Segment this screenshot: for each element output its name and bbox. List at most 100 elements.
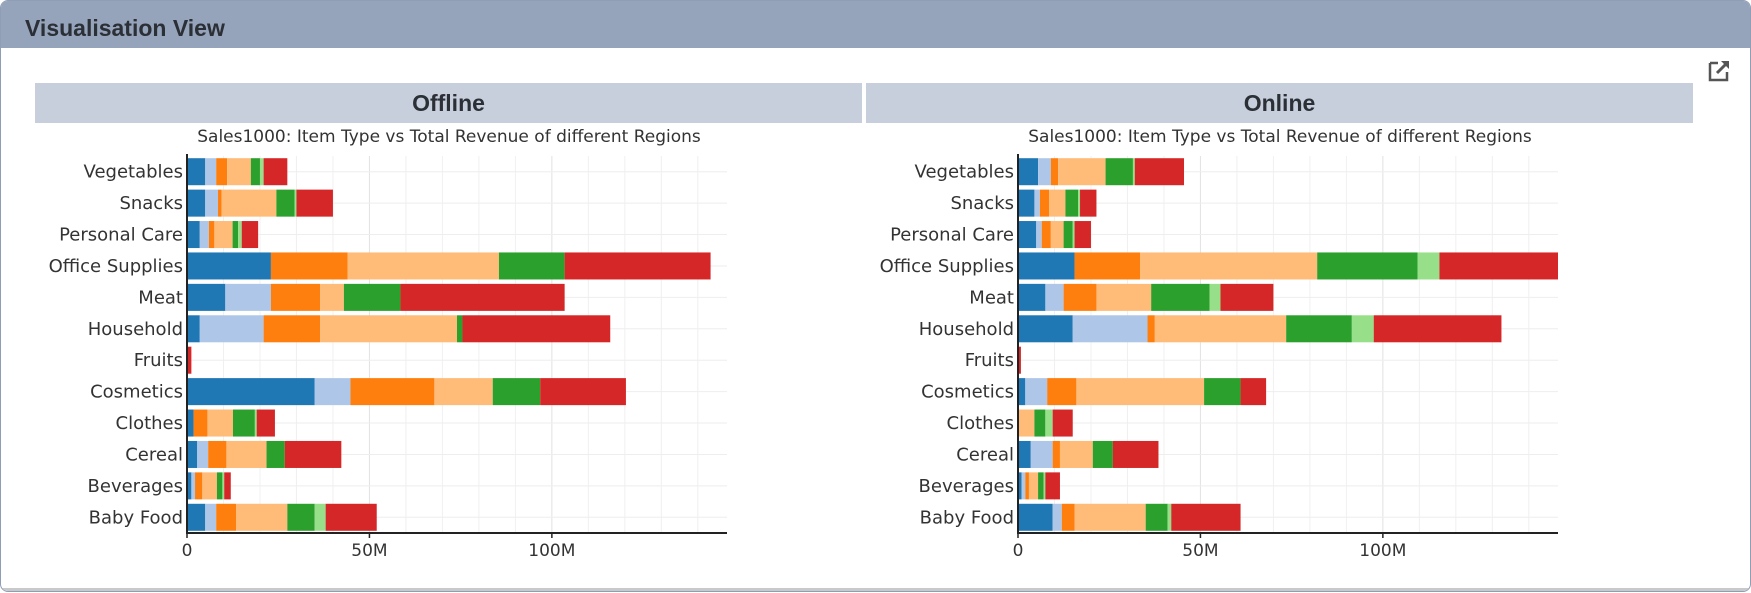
bar-segment[interactable] <box>1112 440 1159 468</box>
bar-segment[interactable] <box>320 283 344 311</box>
bar-segment[interactable] <box>197 440 209 468</box>
bar-segment[interactable] <box>1049 189 1066 217</box>
bar-segment[interactable] <box>1028 472 1039 500</box>
bar-segment[interactable] <box>1134 158 1185 186</box>
bar-segment[interactable] <box>457 315 463 343</box>
bar-segment[interactable] <box>226 440 267 468</box>
bar-segment[interactable] <box>1171 503 1241 531</box>
bar-segment[interactable] <box>1072 221 1075 249</box>
bar-segment[interactable] <box>1025 378 1048 406</box>
bar-segment[interactable] <box>1018 346 1021 374</box>
bar-segment[interactable] <box>1417 252 1440 280</box>
bar-segment[interactable] <box>214 221 233 249</box>
bar-segment[interactable] <box>263 158 288 186</box>
bar-segment[interactable] <box>232 409 255 437</box>
bar-segment[interactable] <box>1018 189 1035 217</box>
bar-segment[interactable] <box>187 189 206 217</box>
bar-segment[interactable] <box>1240 378 1267 406</box>
bar-segment[interactable] <box>1058 158 1106 186</box>
bar-segment[interactable] <box>187 315 200 343</box>
expand-button[interactable] <box>1704 56 1734 86</box>
bar-segment[interactable] <box>498 252 565 280</box>
bar-segment[interactable] <box>1076 378 1205 406</box>
bar-segment[interactable] <box>1220 283 1274 311</box>
bar-segment[interactable] <box>1074 503 1146 531</box>
bar-segment[interactable] <box>241 221 259 249</box>
bar-segment[interactable] <box>1052 409 1073 437</box>
bar-segment[interactable] <box>276 189 295 217</box>
bar-segment[interactable] <box>1145 503 1168 531</box>
bar-segment[interactable] <box>1078 189 1081 217</box>
bar-segment[interactable] <box>1050 221 1064 249</box>
bar-segment[interactable] <box>1038 158 1051 186</box>
bar-segment[interactable] <box>1154 315 1287 343</box>
bar-segment[interactable] <box>1052 503 1062 531</box>
bar-segment[interactable] <box>1038 472 1044 500</box>
bar-segment[interactable] <box>1132 158 1135 186</box>
bar-segment[interactable] <box>1045 409 1053 437</box>
bar-segment[interactable] <box>187 378 315 406</box>
bar-segment[interactable] <box>1167 503 1172 531</box>
bar-segment[interactable] <box>1018 378 1026 406</box>
bar-segment[interactable] <box>540 378 626 406</box>
bar-segment[interactable] <box>205 158 217 186</box>
bar-segment[interactable] <box>270 252 348 280</box>
bar-segment[interactable] <box>216 158 228 186</box>
bar-segment[interactable] <box>1025 472 1029 500</box>
bar-segment[interactable] <box>193 409 208 437</box>
bar-segment[interactable] <box>1063 283 1097 311</box>
bar-segment[interactable] <box>1047 378 1077 406</box>
bar-segment[interactable] <box>187 252 271 280</box>
bar-segment[interactable] <box>232 221 239 249</box>
bar-segment[interactable] <box>259 158 264 186</box>
bar-segment[interactable] <box>187 409 194 437</box>
bar-segment[interactable] <box>254 409 257 437</box>
bar-segment[interactable] <box>208 440 227 468</box>
bar-segment[interactable] <box>1140 252 1318 280</box>
bar-segment[interactable] <box>250 158 260 186</box>
bar-segment[interactable] <box>1317 252 1418 280</box>
bar-segment[interactable] <box>492 378 541 406</box>
bar-segment[interactable] <box>256 409 275 437</box>
bar-segment[interactable] <box>347 252 499 280</box>
bar-segment[interactable] <box>1018 503 1053 531</box>
bar-segment[interactable] <box>1018 158 1039 186</box>
bar-segment[interactable] <box>1018 315 1073 343</box>
bar-segment[interactable] <box>187 283 226 311</box>
bar-segment[interactable] <box>227 158 251 186</box>
bar-segment[interactable] <box>320 315 457 343</box>
bar-segment[interactable] <box>195 472 203 500</box>
bar-segment[interactable] <box>1151 283 1210 311</box>
bar-segment[interactable] <box>236 503 288 531</box>
bar-segment[interactable] <box>287 503 315 531</box>
bar-segment[interactable] <box>434 378 493 406</box>
bar-segment[interactable] <box>400 283 565 311</box>
bar-segment[interactable] <box>187 440 198 468</box>
bar-segment[interactable] <box>270 283 321 311</box>
bar-segment[interactable] <box>1018 472 1022 500</box>
bar-segment[interactable] <box>343 283 401 311</box>
bar-segment[interactable] <box>1063 221 1073 249</box>
bar-segment[interactable] <box>266 440 285 468</box>
bar-segment[interactable] <box>224 472 231 500</box>
bar-segment[interactable] <box>1059 440 1093 468</box>
bar-segment[interactable] <box>218 189 222 217</box>
bar-segment[interactable] <box>1030 440 1053 468</box>
bar-segment[interactable] <box>1074 252 1141 280</box>
bar-segment[interactable] <box>1034 189 1040 217</box>
bar-segment[interactable] <box>1351 315 1374 343</box>
bar-segment[interactable] <box>1074 221 1091 249</box>
bar-segment[interactable] <box>216 503 237 531</box>
bar-segment[interactable] <box>1041 221 1051 249</box>
bar-segment[interactable] <box>187 221 200 249</box>
bar-segment[interactable] <box>1045 472 1060 500</box>
bar-segment[interactable] <box>1050 158 1059 186</box>
bar-segment[interactable] <box>1439 252 1558 280</box>
bar-segment[interactable] <box>1036 221 1042 249</box>
bar-segment[interactable] <box>1286 315 1352 343</box>
bar-segment[interactable] <box>1018 283 1046 311</box>
bar-segment[interactable] <box>222 472 225 500</box>
bar-segment[interactable] <box>314 378 351 406</box>
bar-segment[interactable] <box>1147 315 1155 343</box>
bar-segment[interactable] <box>1043 472 1046 500</box>
